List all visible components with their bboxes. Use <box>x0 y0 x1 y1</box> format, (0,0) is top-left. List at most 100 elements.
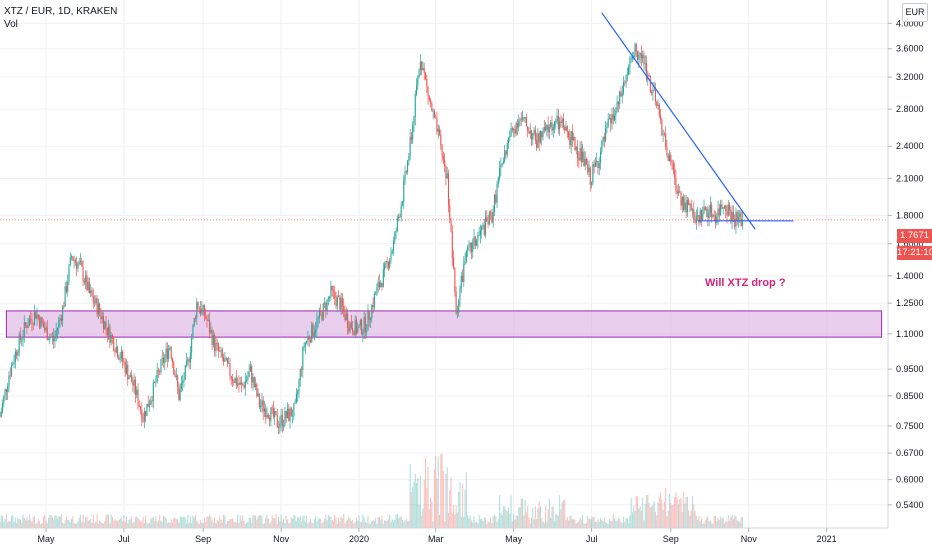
candle-body <box>555 120 557 123</box>
volume-bar <box>311 522 313 528</box>
volume-bar <box>14 517 16 528</box>
volume-bar <box>387 518 389 528</box>
candle-body <box>224 359 226 362</box>
candle-body <box>419 61 421 70</box>
candle-body <box>307 336 309 341</box>
volume-bar <box>12 514 14 528</box>
volume-bar <box>729 520 731 528</box>
volume-bar <box>619 518 621 528</box>
volume-bar <box>251 522 253 528</box>
candle-body <box>180 383 182 390</box>
candle-body <box>120 351 122 359</box>
volume-bar <box>608 519 611 528</box>
candle-body <box>348 327 350 332</box>
volume-bar <box>495 516 497 528</box>
candle-body <box>431 103 433 112</box>
volume-bar <box>708 521 710 528</box>
volume-bar <box>723 523 726 528</box>
candle-body <box>32 323 34 325</box>
candle-body <box>111 334 113 339</box>
candle-body <box>62 306 64 322</box>
volume-bar <box>312 523 314 528</box>
volume-bar <box>385 520 387 528</box>
candle-body <box>484 217 487 235</box>
volume-bar <box>438 514 441 528</box>
candle-body <box>643 54 645 65</box>
candle-body <box>99 303 101 313</box>
candle-body <box>272 407 274 417</box>
volume-bar <box>286 519 289 528</box>
candle-body <box>418 69 420 77</box>
volume-bar <box>293 515 295 528</box>
candle-body <box>534 129 536 141</box>
candle-body <box>279 423 281 428</box>
candle-body <box>286 408 289 418</box>
candle-body <box>735 212 737 227</box>
volume-bar <box>58 516 60 528</box>
volume-bar <box>721 518 723 528</box>
volume-bar <box>128 519 130 528</box>
price-tick-label: 0.6000 <box>896 475 924 485</box>
volume-bar <box>565 519 567 528</box>
candle-body <box>366 330 368 333</box>
candle-body <box>514 129 516 134</box>
currency-button[interactable]: EUR <box>902 3 928 22</box>
volume-bar <box>238 522 240 528</box>
candle-body <box>527 126 529 131</box>
volume-bar <box>42 516 44 528</box>
symbol-title[interactable]: XTZ / EUR, 1D, KRAKEN <box>4 6 118 17</box>
candle-body <box>583 151 585 166</box>
volume-bar <box>713 516 715 528</box>
chart-annotation-text[interactable]: Will XTZ drop ? <box>705 277 786 289</box>
candle-body <box>266 414 268 418</box>
volume-bar <box>686 496 688 528</box>
candle-body <box>203 305 205 317</box>
volume-bar <box>638 508 640 528</box>
volume-bar <box>362 514 364 528</box>
volume-bar <box>431 501 433 528</box>
candle-body <box>660 115 662 121</box>
volume-bar <box>270 521 272 528</box>
volume-bar <box>516 515 519 528</box>
candle-body <box>23 322 25 337</box>
volume-bar <box>504 506 506 528</box>
volume-indicator-label[interactable]: Vol <box>4 19 18 30</box>
candle-body <box>63 306 65 308</box>
candle-body <box>409 136 411 157</box>
volume-bar <box>25 520 27 528</box>
candle-body <box>730 210 732 222</box>
candle-body <box>13 361 15 365</box>
candle-body <box>290 408 292 417</box>
volume-bar <box>174 517 176 528</box>
candle-body <box>26 325 28 328</box>
volume-bar <box>556 514 558 528</box>
volume-bar <box>68 519 70 528</box>
volume-bar <box>95 521 97 528</box>
candle-body <box>332 290 335 292</box>
candle-body <box>401 202 404 206</box>
volume-bar <box>39 521 41 528</box>
candle-body <box>343 306 345 311</box>
candle-body <box>157 370 159 372</box>
candle-body <box>607 119 609 127</box>
volume-bar <box>369 523 372 528</box>
candle-body <box>244 380 246 388</box>
volume-bar <box>594 521 596 528</box>
volume-bar <box>501 514 503 528</box>
volume-bar <box>180 517 182 528</box>
candle-body <box>69 257 71 266</box>
candle-body <box>640 52 642 59</box>
volume-bar <box>404 520 406 528</box>
volume-bar <box>336 523 338 528</box>
volume-bar <box>570 515 572 528</box>
candle-body <box>22 336 24 340</box>
candle-body <box>334 291 336 299</box>
candle-body <box>41 317 43 323</box>
candle-body <box>614 115 616 120</box>
volume-bar <box>542 521 544 528</box>
candle-body <box>546 124 548 130</box>
volume-bar <box>652 504 654 528</box>
candle-body <box>414 94 416 117</box>
volume-bar <box>28 514 30 528</box>
